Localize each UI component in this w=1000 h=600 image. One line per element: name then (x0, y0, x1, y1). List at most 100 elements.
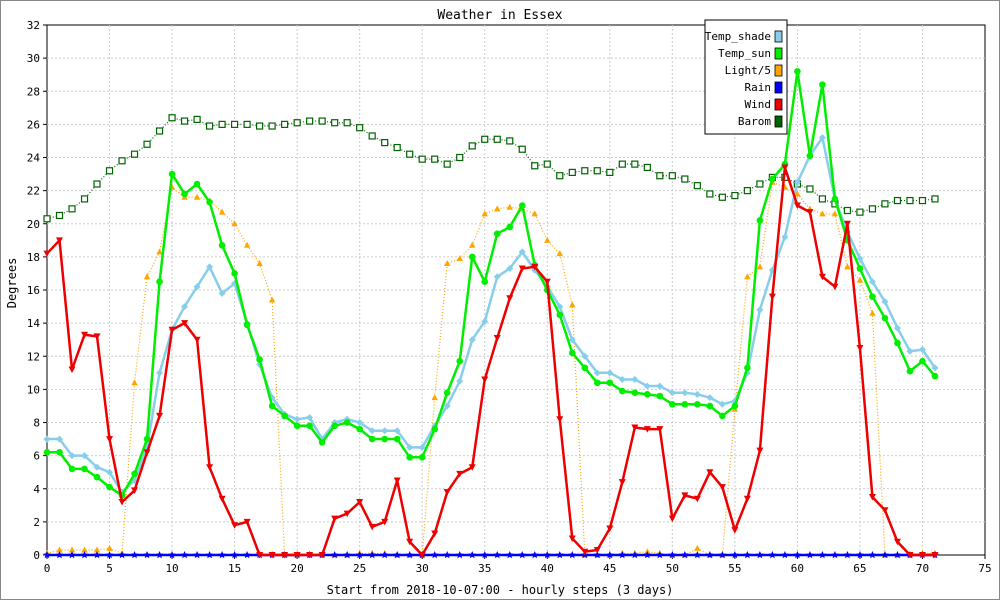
data-point-rain (130, 551, 139, 559)
x-tick-label: 70 (916, 562, 929, 575)
data-point-rain (193, 551, 201, 559)
data-point-barom (706, 190, 714, 198)
data-point-barom (205, 122, 214, 130)
data-point-barom (868, 205, 877, 213)
data-point-barom (918, 196, 927, 205)
data-point-temp-sun (906, 367, 914, 375)
data-point-temp-sun (443, 389, 451, 396)
data-point-wind (356, 499, 364, 506)
y-tick-label: 30 (27, 52, 40, 65)
data-point-temp-sun (644, 391, 651, 398)
data-point-wind (281, 552, 289, 559)
data-point-temp-shade (443, 402, 451, 410)
data-point-light-5 (494, 205, 501, 212)
data-point-rain (405, 551, 414, 559)
data-point-temp-sun (193, 180, 201, 188)
data-point-temp-shade (68, 452, 76, 460)
data-point-rain (230, 551, 239, 559)
data-point-temp-shade (356, 419, 364, 426)
data-point-wind (706, 469, 714, 476)
data-point-temp-sun (393, 435, 401, 443)
data-point-wind (568, 535, 576, 542)
data-point-temp-shade (756, 306, 764, 314)
legend-label-temp-shade: Temp_shade (705, 30, 771, 43)
data-point-temp-sun (744, 364, 751, 372)
data-point-wind (918, 552, 926, 559)
data-point-rain (693, 551, 702, 559)
x-tick-label: 30 (416, 562, 429, 575)
legend-label-light-5: Light/5 (725, 64, 771, 77)
data-point-light-5 (481, 210, 488, 217)
x-tick-label: 0 (44, 562, 51, 575)
data-point-temp-shade (156, 369, 164, 377)
data-point-temp-sun (56, 449, 63, 456)
data-point-barom (68, 205, 76, 213)
data-point-wind (881, 507, 889, 514)
data-point-temp-shade (643, 382, 651, 390)
data-point-temp-shade (931, 364, 939, 372)
data-point-wind (93, 333, 101, 340)
data-point-temp-sun (381, 435, 388, 443)
data-point-barom (818, 195, 827, 203)
data-point-wind (68, 366, 76, 373)
data-point-barom (468, 142, 476, 150)
x-tick-label: 15 (228, 562, 241, 575)
data-point-rain (856, 551, 864, 559)
data-point-barom (581, 167, 589, 175)
data-point-temp-sun (106, 483, 113, 491)
data-point-temp-shade (468, 336, 476, 344)
data-point-light-5 (93, 546, 101, 553)
data-point-rain (355, 551, 364, 559)
data-point-light-5 (193, 193, 201, 200)
data-point-barom (881, 200, 889, 208)
y-tick-label: 22 (27, 185, 40, 198)
data-point-barom (743, 187, 751, 195)
data-point-temp-shade (868, 278, 876, 286)
data-point-rain (831, 551, 839, 559)
data-point-barom (130, 150, 139, 158)
data-point-rain (393, 551, 401, 559)
data-point-temp-sun (819, 81, 826, 88)
data-point-temp-shade (906, 347, 914, 355)
data-point-temp-sun (856, 265, 864, 272)
data-point-barom (931, 195, 939, 203)
data-point-wind (181, 320, 189, 327)
data-point-barom (556, 172, 564, 180)
data-point-temp-sun (831, 195, 839, 203)
x-tick-label: 75 (978, 562, 991, 575)
y-tick-label: 26 (27, 118, 40, 131)
data-point-light-5 (869, 309, 876, 316)
data-point-barom (606, 168, 614, 177)
data-point-light-5 (469, 241, 476, 248)
data-point-temp-sun (218, 241, 226, 249)
data-point-wind (681, 492, 689, 499)
data-point-rain (80, 551, 89, 559)
data-point-rain (530, 551, 539, 559)
data-point-wind (306, 552, 314, 559)
data-point-temp-sun (894, 339, 901, 347)
data-point-barom (218, 120, 226, 128)
data-point-light-5 (819, 210, 826, 217)
data-point-temp-sun (81, 465, 88, 473)
data-point-light-5 (556, 250, 563, 257)
data-point-wind (856, 344, 864, 352)
data-point-wind (393, 477, 401, 484)
data-point-barom (331, 119, 339, 127)
data-point-temp-shade (568, 336, 576, 344)
data-point-rain (893, 551, 902, 559)
data-point-temp-sun (518, 202, 526, 209)
data-point-temp-shade (618, 375, 626, 383)
data-point-barom (431, 155, 439, 163)
data-point-light-5 (444, 260, 451, 266)
data-point-temp-shade (893, 324, 901, 332)
data-point-temp-shade (93, 463, 101, 471)
legend-swatch-rain (774, 81, 783, 94)
data-point-rain (568, 551, 577, 559)
data-point-temp-shade (793, 178, 801, 186)
data-point-barom (518, 145, 526, 153)
data-point-rain (455, 551, 464, 559)
data-point-barom (343, 119, 351, 127)
data-point-light-5 (756, 263, 764, 270)
